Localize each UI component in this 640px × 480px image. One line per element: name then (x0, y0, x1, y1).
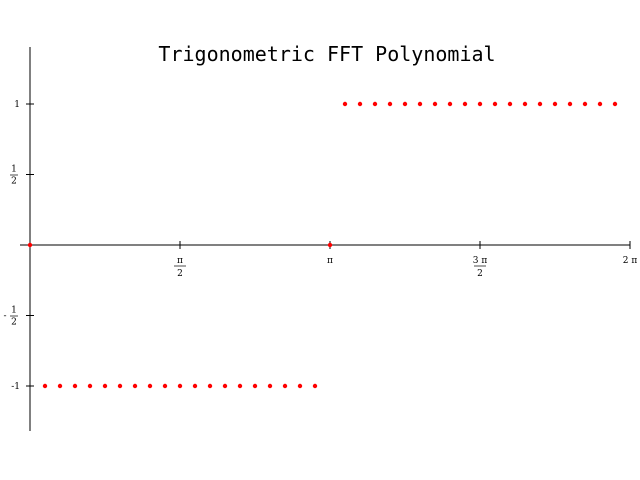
y-ticks: 112-12-1 (3, 100, 34, 392)
data-point (522, 101, 528, 107)
data-point (567, 101, 573, 107)
data-point (372, 101, 378, 107)
data-point (582, 101, 588, 107)
data-point (57, 383, 63, 389)
data-point (222, 383, 228, 389)
data-point (402, 101, 408, 107)
data-point (612, 101, 618, 107)
data-point (597, 101, 603, 107)
y-tick-label-numerator: 1 (11, 165, 17, 175)
data-point (282, 383, 288, 389)
data-point (477, 101, 483, 107)
data-point (537, 101, 543, 107)
x-tick-label-numerator: π (177, 256, 183, 266)
data-point (312, 383, 318, 389)
chart-title: Trigonometric FFT Polynomial (158, 42, 495, 66)
y-tick-label-numerator: 1 (11, 306, 17, 316)
data-point (42, 383, 48, 389)
data-point (87, 383, 93, 389)
data-point (207, 383, 213, 389)
data-points (27, 101, 618, 389)
data-point (507, 101, 513, 107)
data-point (162, 383, 168, 389)
data-point (447, 101, 453, 107)
y-tick-label: -1 (11, 382, 20, 392)
data-point (432, 101, 438, 107)
y-tick-label-denominator: 2 (11, 177, 17, 187)
data-point (492, 101, 498, 107)
data-point (252, 383, 258, 389)
data-point (147, 383, 153, 389)
data-point (267, 383, 273, 389)
x-tick-label-denominator: 2 (177, 269, 183, 279)
data-point (132, 383, 138, 389)
y-tick-label-denominator: 2 (11, 318, 17, 328)
data-point (117, 383, 123, 389)
data-point (297, 383, 303, 389)
data-point (462, 101, 468, 107)
data-point (357, 101, 363, 107)
x-tick-label-denominator: 2 (477, 269, 483, 279)
data-point (192, 383, 198, 389)
data-point (177, 383, 183, 389)
data-point (387, 101, 393, 107)
y-tick-label-sign: - (3, 312, 6, 322)
data-point (102, 383, 108, 389)
x-tick-label-numerator: 3 π (473, 256, 488, 266)
data-point (342, 101, 348, 107)
x-tick-label: 2 π (623, 256, 638, 266)
data-point (72, 383, 78, 389)
data-point (552, 101, 558, 107)
y-tick-label: 1 (14, 100, 20, 110)
data-point (327, 242, 333, 248)
data-point (27, 242, 33, 248)
data-point (417, 101, 423, 107)
x-tick-label: π (327, 256, 333, 266)
data-point (237, 383, 243, 389)
x-ticks: π 2 π 3 π 2 2 π (174, 241, 637, 279)
